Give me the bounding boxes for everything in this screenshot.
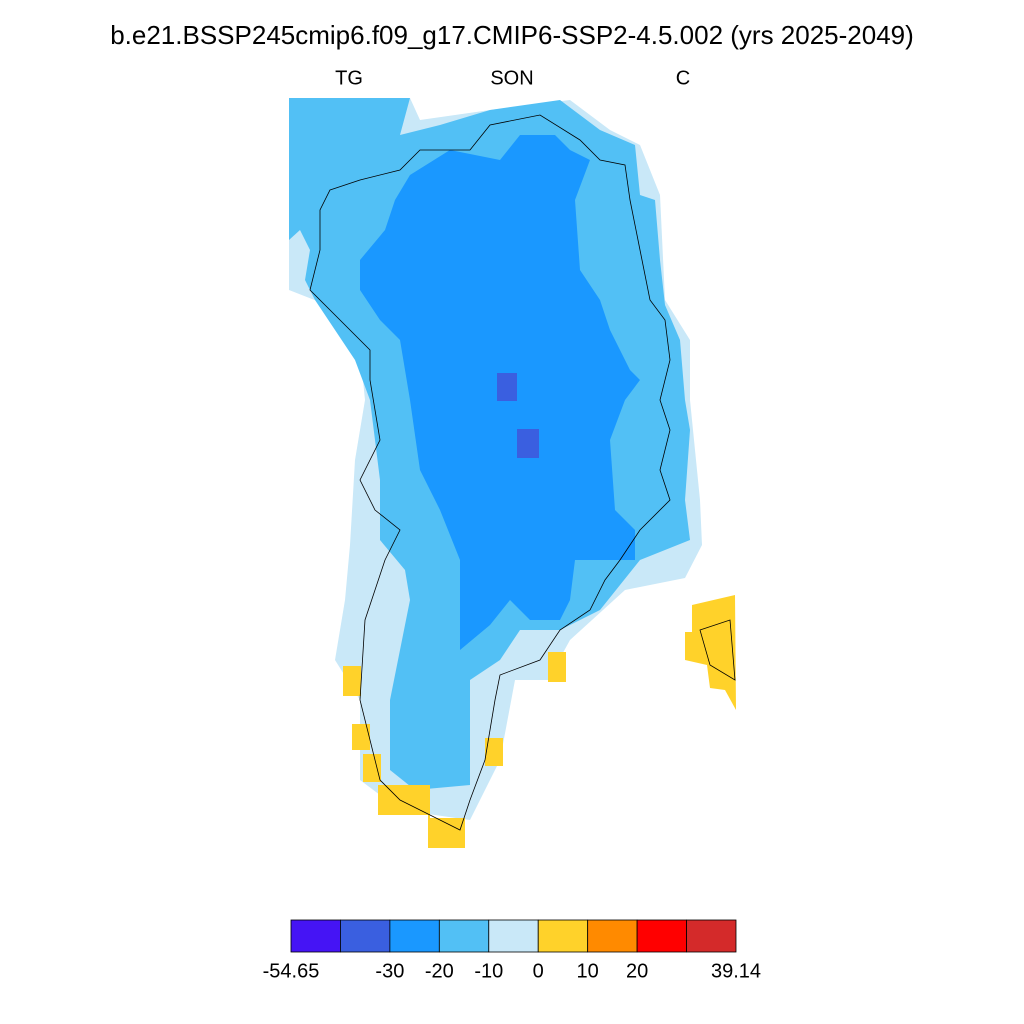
title: b.e21.BSSP245cmip6.f09_g17.CMIP6-SSP2-4.… [110,20,914,50]
colorbar-box [636,919,687,953]
colorbar-label: 20 [626,960,648,982]
colorbar-box [537,919,589,953]
colorbar-label: -54.65 [263,960,320,982]
colorbar-label: -20 [425,960,454,982]
colorbar-label: -10 [474,960,503,982]
colorbar-label: 10 [577,960,599,982]
colorbar-box [686,919,737,953]
colorbar-box [438,919,490,953]
right-label: C [676,67,690,89]
colorbar-box [488,919,539,953]
colorbar-box [587,919,638,953]
zone-dark [517,429,539,458]
colorbar-box [340,919,391,953]
coastline [309,114,736,831]
map [289,98,736,848]
colorbar-label: 0 [533,960,544,982]
zone-dark [497,373,517,401]
colorbar-label: -30 [375,960,404,982]
left-label: TG [335,67,363,89]
center-label: SON [490,67,533,89]
colorbar-box [290,919,341,953]
colorbar-box [389,919,440,953]
colorbar: -54.65 -30 -20 -10 0 10 20 39.14 [263,919,761,982]
colorbar-label: 39.14 [711,960,761,982]
zone-yellow [343,595,736,848]
